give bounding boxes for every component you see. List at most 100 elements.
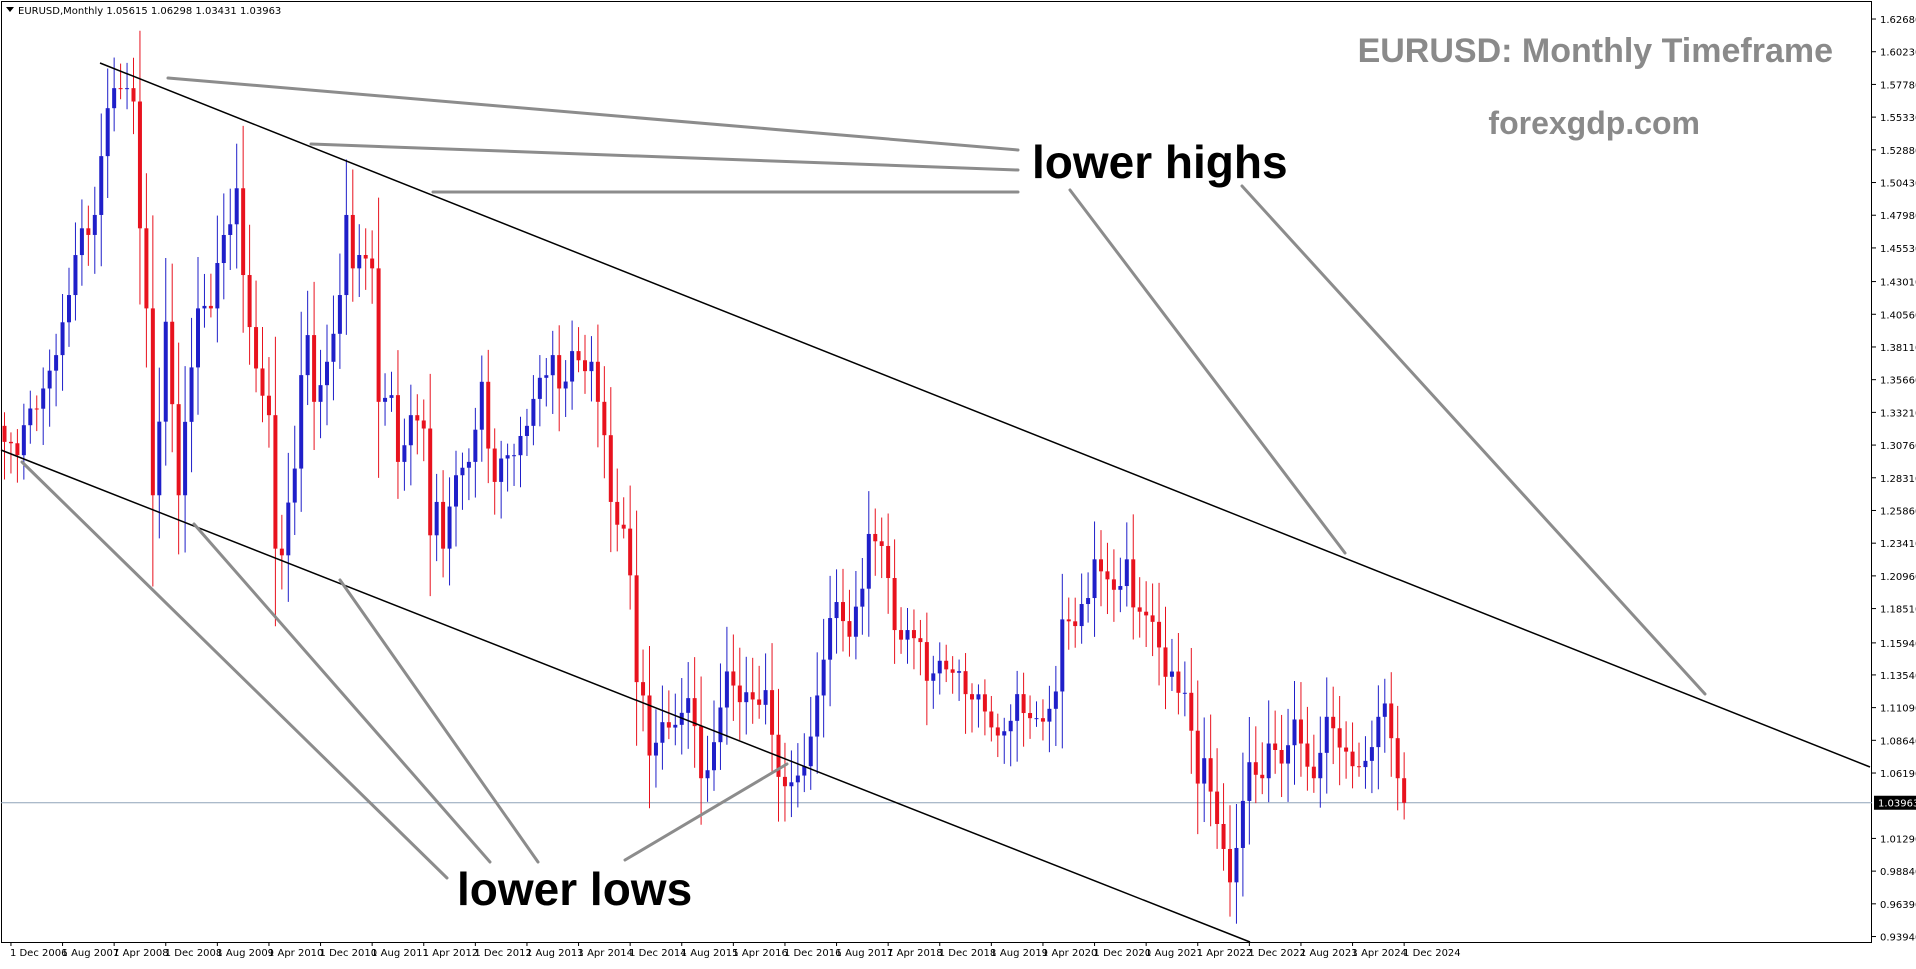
candle xyxy=(1279,714,1284,798)
candle-body xyxy=(1163,647,1168,677)
candle-body xyxy=(1363,760,1368,768)
candle-body xyxy=(325,361,329,386)
y-tick-label: 1.40560 xyxy=(1880,310,1916,321)
candle xyxy=(628,485,633,610)
candle-body xyxy=(447,506,452,549)
candle-body xyxy=(1253,762,1258,775)
candle xyxy=(1382,678,1387,753)
candle xyxy=(834,569,839,654)
candle xyxy=(1215,748,1220,849)
candle xyxy=(1189,647,1194,774)
candle xyxy=(350,169,355,302)
candle-body xyxy=(905,630,910,640)
candle xyxy=(841,568,845,652)
candle-body xyxy=(847,621,852,637)
candle xyxy=(1324,677,1329,794)
candle-body xyxy=(376,268,381,402)
channel-lines xyxy=(0,62,1871,943)
candle xyxy=(892,539,897,664)
candle xyxy=(1202,717,1207,823)
candle xyxy=(828,575,833,707)
candle-body xyxy=(608,435,613,502)
candle xyxy=(363,228,368,290)
candle xyxy=(1163,606,1168,710)
candle-body xyxy=(699,726,704,779)
annotation-lower-lows: lower lows xyxy=(457,863,692,915)
candle-body xyxy=(150,308,155,496)
candle-body xyxy=(1279,749,1284,764)
candle-body xyxy=(454,475,458,507)
candle xyxy=(486,349,491,484)
candle-body xyxy=(34,408,39,410)
candle-body xyxy=(1260,774,1265,779)
candle-body xyxy=(924,642,929,681)
candle xyxy=(460,452,465,510)
candle-body xyxy=(1202,758,1207,784)
candle-body xyxy=(2,425,7,442)
candle xyxy=(1305,706,1310,791)
candle xyxy=(931,655,936,709)
candle-body xyxy=(163,321,168,422)
candle-body xyxy=(473,429,478,462)
candle-body xyxy=(1086,598,1091,605)
candle-body xyxy=(157,421,162,496)
candle-body xyxy=(389,395,394,398)
candle xyxy=(686,662,691,749)
candle-body xyxy=(370,258,375,269)
candle-body xyxy=(363,255,368,259)
candle xyxy=(325,324,329,426)
candle xyxy=(1047,685,1052,753)
x-tick-label: 1 Dec 2006 xyxy=(10,948,68,959)
candle-body xyxy=(41,388,46,409)
candle-body xyxy=(1215,791,1220,824)
candle xyxy=(1008,704,1013,767)
candle-body xyxy=(505,455,510,459)
price-axis[interactable]: 1.62680 1.60230 1.57780 1.55330 1.52880 1.504… xyxy=(1872,15,1916,944)
watermark-site: forexgdp.com xyxy=(1488,105,1700,141)
candle xyxy=(344,159,349,335)
candle xyxy=(621,497,626,539)
candle-body xyxy=(1208,758,1213,792)
y-tick-label: 1.43010 xyxy=(1880,278,1916,289)
candle-body xyxy=(1111,579,1116,590)
candle-body xyxy=(170,321,175,405)
candle-body xyxy=(841,602,845,622)
candle xyxy=(86,205,91,266)
y-tick-label: 1.50430 xyxy=(1880,179,1916,190)
y-tick-label: 1.47980 xyxy=(1880,211,1916,222)
candle xyxy=(589,336,594,402)
candle-body xyxy=(970,694,974,700)
x-tick-label: 1 Apr 2014 xyxy=(578,948,633,959)
candle-body xyxy=(260,368,265,396)
candle xyxy=(795,743,800,808)
candle-body xyxy=(47,370,52,389)
candle xyxy=(60,293,65,391)
candle-body xyxy=(1131,559,1136,608)
x-tick-label: 1 Dec 2014 xyxy=(629,948,687,959)
candle xyxy=(395,350,400,499)
candle-body xyxy=(757,699,762,705)
candle xyxy=(712,700,716,791)
candle xyxy=(886,513,891,614)
candle-body xyxy=(1079,604,1084,627)
x-tick-label: 1 Aug 2007 xyxy=(62,948,120,959)
candle-body xyxy=(944,660,949,670)
candle-body xyxy=(1002,731,1007,736)
candle xyxy=(1228,805,1232,917)
candle xyxy=(1260,742,1265,795)
candle-body xyxy=(557,355,562,389)
watermark-title: EURUSD: Monthly Timeframe xyxy=(1358,32,1833,70)
x-tick-label: 1 Dec 2012 xyxy=(474,948,532,959)
candle-body xyxy=(750,692,755,700)
candle xyxy=(118,63,123,100)
candle-body xyxy=(408,415,413,446)
triangle-down-icon[interactable] xyxy=(6,7,14,12)
candle-body xyxy=(67,295,71,323)
pointer-line xyxy=(166,76,1020,152)
candle xyxy=(189,317,194,473)
candle xyxy=(1028,695,1033,739)
candle-body xyxy=(815,695,820,737)
